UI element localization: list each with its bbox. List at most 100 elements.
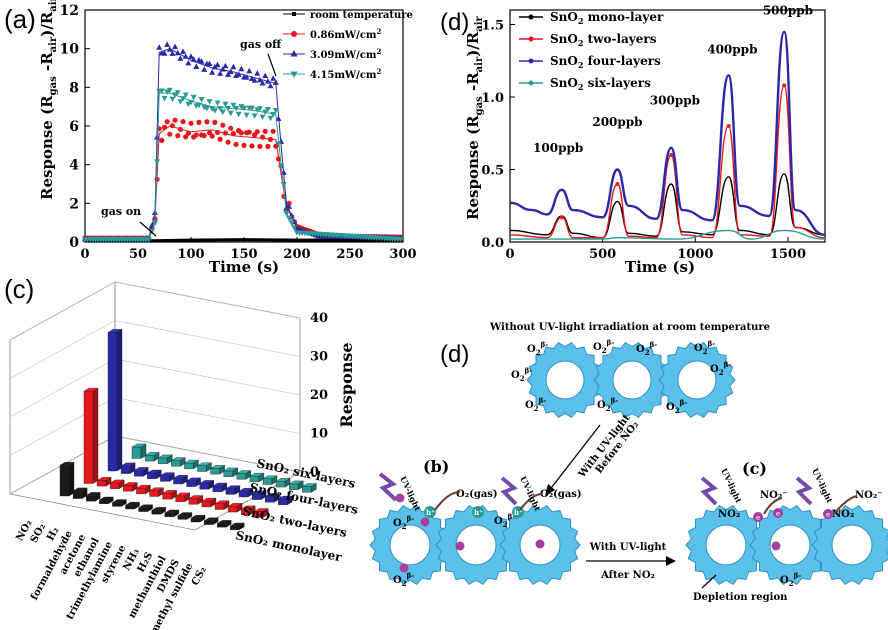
series-point: [288, 220, 295, 227]
bar-front: [190, 517, 201, 523]
bar-top: [137, 504, 154, 508]
sub-label-b: (b): [423, 457, 449, 476]
legend-marker: [291, 31, 297, 37]
series-point: [198, 96, 205, 103]
series-point: [265, 143, 271, 149]
series-point: [306, 238, 310, 242]
panel-c-bars: [59, 329, 318, 531]
panel-d: (d) 0.0 0.5 1.0 1.5 0 500 1000 1500 Time (s) R…: [440, 3, 826, 276]
series-point: [180, 119, 186, 125]
series-point: [329, 238, 333, 242]
series-point: [212, 119, 218, 125]
hole-label: h⁺: [474, 508, 483, 517]
bar-side: [116, 329, 123, 472]
series-point: [175, 133, 181, 139]
bar-top: [59, 462, 75, 466]
series-point: [290, 238, 294, 242]
series-point: [161, 95, 168, 102]
series-point: [226, 238, 230, 242]
series-point: [255, 238, 259, 242]
series-point: [264, 107, 271, 113]
series-point: [270, 75, 277, 81]
panel-d-ylabel: Response (Rgas -Rair)/Rair: [464, 15, 485, 220]
series-point: [208, 238, 212, 242]
schematic-title: Without UV-light irradiation at room tem…: [489, 322, 770, 333]
ytick-label: 10: [60, 42, 80, 58]
bar-front: [96, 480, 107, 487]
xtick-label: 0: [505, 247, 514, 262]
series-point: [264, 78, 271, 84]
bar-front: [216, 523, 227, 528]
ytick-label: 0.0: [481, 236, 504, 251]
series-point: [263, 238, 267, 242]
series-point: [163, 239, 166, 243]
concentration-label: 400ppb: [707, 43, 757, 57]
panel-a-yticks: 0 2 4 6 8 10 12: [60, 3, 90, 251]
series-point: [172, 92, 179, 98]
bar-top: [249, 472, 265, 477]
series-point: [279, 238, 283, 242]
depletion-label: Depletion region: [693, 592, 788, 603]
series-point: [190, 94, 197, 101]
series-point: [348, 238, 352, 242]
series-point: [361, 238, 365, 242]
grain-hole: [769, 524, 811, 566]
bar-front: [109, 482, 120, 489]
series-point: [177, 99, 184, 105]
panel-d-xlabel: Time (s): [625, 258, 695, 276]
bar-front: [177, 515, 188, 520]
schematic-top-grains: O2β- O2β-O2β- O2β-O2β- O2β-O2β- O2β-O2β-: [511, 338, 736, 419]
z-gridline: [114, 358, 301, 396]
series-point: [337, 238, 341, 242]
series-point: [241, 105, 247, 112]
z-gridline: [9, 281, 116, 341]
bar-side: [92, 387, 99, 484]
series-point: [351, 238, 355, 242]
series-point: [314, 238, 318, 242]
series-point: [185, 130, 191, 136]
series-point: [217, 70, 224, 76]
series-point: [186, 238, 190, 242]
series-point: [283, 211, 290, 217]
bar-front: [197, 465, 207, 472]
series-point: [559, 215, 564, 220]
xtick-label: 150: [230, 247, 257, 262]
panel-c-zticks: 0 10 20 30 40: [310, 311, 328, 480]
panel-a-xlabel: Time (s): [209, 258, 279, 276]
bar-top: [157, 454, 173, 459]
series-point: [151, 220, 158, 227]
electron-dot: [395, 493, 405, 503]
hole-label: h⁺: [514, 508, 523, 517]
series-point: [145, 237, 152, 243]
series-point: [267, 82, 274, 89]
series-point: [345, 238, 349, 242]
series-point: [197, 238, 201, 242]
series-point: [356, 238, 360, 242]
series-point: [166, 87, 173, 94]
bar-top: [216, 520, 232, 524]
bar-top: [212, 482, 228, 487]
xtick-label: 0: [80, 247, 89, 262]
bar-front: [203, 520, 214, 525]
bar-top: [185, 477, 202, 482]
series-point: [233, 105, 240, 112]
series-point: [176, 238, 180, 242]
series-point: [229, 238, 233, 242]
panel-c-letter: (c): [4, 274, 34, 304]
ytick-label: 6: [69, 119, 79, 135]
bar-front: [223, 470, 233, 477]
series-point: [156, 44, 163, 50]
bar-top: [253, 508, 270, 512]
series-point: [286, 203, 293, 209]
grain-hole: [389, 524, 431, 566]
series-point: [188, 53, 194, 59]
legend-label: room temperature: [310, 10, 413, 21]
series-point: [291, 225, 298, 231]
bar-top: [240, 505, 256, 510]
uv-bolt: [378, 472, 398, 502]
no2-label: NO₂: [718, 509, 740, 520]
series-point: [161, 50, 168, 56]
series-point: [254, 129, 260, 135]
bar-top: [144, 452, 160, 456]
